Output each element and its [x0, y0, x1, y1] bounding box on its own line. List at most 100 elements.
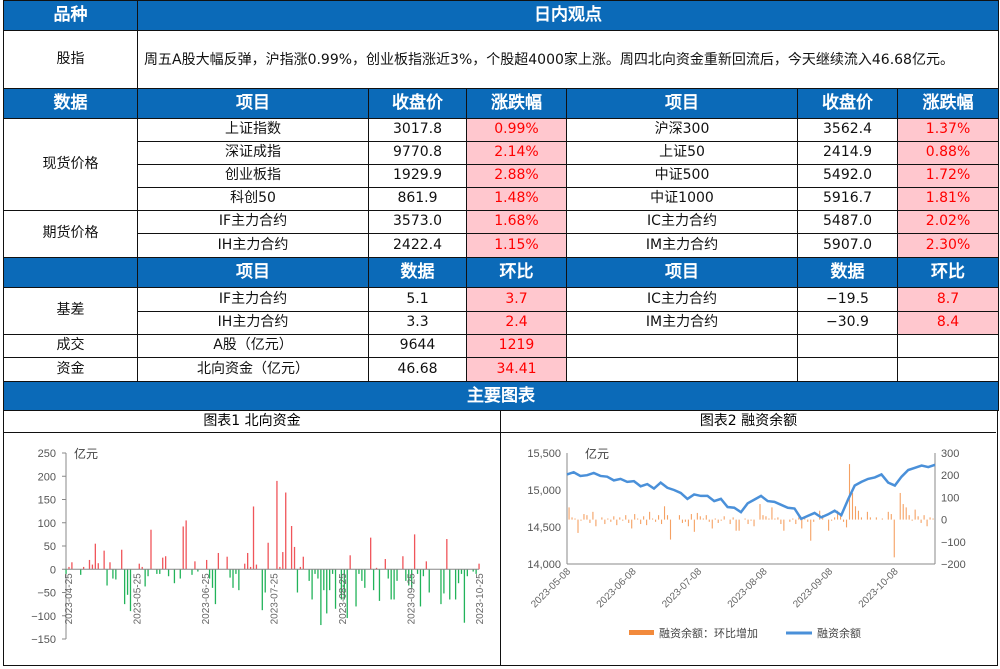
bar [106, 569, 108, 586]
bar [91, 564, 94, 570]
bar [428, 569, 430, 593]
price-close2: 2414.9 [797, 141, 898, 165]
price-close2: 5907.0 [797, 233, 898, 258]
price-row: 深证成指 9770.8 2.14% 上证50 2414.9 0.88% [4, 141, 1000, 165]
bar [244, 563, 246, 570]
margin-change-bar [705, 515, 707, 520]
price-change: 2.88% [466, 164, 567, 188]
bar [375, 567, 378, 570]
charts-header: 主要图表 [2, 381, 1000, 411]
margin-change-bar [845, 519, 848, 528]
x-tick-label: 2023-08-25 [338, 573, 349, 625]
basis-header-5: 环比 [896, 257, 1000, 288]
bar [226, 556, 228, 570]
header-intraday-view: 日内观点 [136, 0, 1000, 31]
basis-change2: 8.7 [896, 287, 1000, 312]
margin-change-bar [798, 517, 800, 520]
price-close: 861.9 [368, 187, 467, 211]
margin-change-bar [783, 519, 785, 531]
price-row: 现货价格 上证指数 3017.8 0.99% 沪深300 3562.4 1.37% [3, 118, 1000, 211]
margin-change-bar [890, 514, 892, 520]
price-close2: 3562.4 [797, 118, 898, 142]
x-tick-label: 2023-09-25 [407, 573, 418, 625]
margin-change-bar [604, 519, 606, 525]
y-tick-label: 100 [38, 518, 56, 530]
x-tick-label: 2023-06-08 [595, 566, 639, 610]
price-header-1: 项目 [137, 88, 369, 119]
x-tick-label: 2023-07-08 [660, 566, 704, 610]
margin-change-bar [917, 516, 919, 520]
bar [249, 566, 252, 570]
margin-change-bar [619, 517, 621, 520]
bar [285, 492, 287, 570]
bar [194, 561, 196, 570]
margin-change-bar [580, 519, 582, 521]
bar [82, 566, 85, 570]
basis-header-0: 项目 [137, 257, 369, 288]
margin-change-bar [848, 464, 851, 520]
price-header-3: 涨跌幅 [466, 88, 567, 119]
price-row: 创业板指 1929.9 2.88% 中证500 5492.0 1.72% [4, 164, 1000, 188]
bar [326, 569, 328, 614]
basis-value: 3.3 [368, 311, 467, 335]
price-row: 科创50 861.9 1.48% 中证1000 5916.7 1.81% [4, 187, 1000, 211]
bar [80, 569, 82, 575]
margin-change-bar [607, 518, 609, 520]
price-item2: 上证50 [566, 141, 798, 165]
volume-value: 9644 [368, 334, 467, 358]
margin-change-bar [684, 519, 686, 522]
bar [378, 569, 381, 601]
margin-change-bar [780, 519, 782, 525]
price-row: IH主力合约 2422.4 1.15% IM主力合约 5907.0 2.30% [4, 233, 1000, 258]
price-close: 2422.4 [368, 233, 467, 258]
bar [329, 569, 331, 591]
margin-change-bar [789, 519, 791, 522]
margin-change-bar [663, 506, 666, 520]
volume-change: 1219 [466, 334, 567, 358]
price-item2: IM主力合约 [566, 233, 798, 258]
bar [331, 569, 334, 574]
margin-change-bar [717, 519, 719, 523]
basis-item2: IM主力合约 [566, 311, 798, 335]
margin-change-bar [792, 518, 794, 520]
margin-change-bar [574, 518, 576, 520]
margin-change-bar [723, 516, 725, 520]
margin-change-bar [660, 519, 663, 525]
margin-change-bar [693, 519, 695, 532]
bar [205, 559, 208, 570]
right-tick-label: 0 [941, 515, 947, 527]
margin-change-bar [911, 519, 913, 521]
bar [121, 549, 123, 570]
price-close2: 5916.7 [797, 187, 898, 211]
margin-change-bar [857, 510, 860, 520]
margin-change-bar [646, 519, 648, 526]
margin-change-bar [801, 519, 803, 529]
margin-change-bar [696, 512, 698, 520]
bar [361, 569, 363, 581]
bar [208, 569, 211, 579]
bar [349, 555, 351, 570]
right-tick-label: −100 [941, 537, 966, 549]
margin-chart: 15,500 15,000 14,500 14,000 300 200 100 0 −100 −2… [527, 446, 966, 640]
margin-change-bar [666, 515, 669, 520]
price-header-0: 数据 [3, 88, 138, 119]
margin-change-bar [687, 519, 689, 527]
margin-change-bar [923, 515, 925, 520]
empty-cell [566, 334, 798, 358]
empty-cell [797, 334, 898, 358]
margin-change-bar [637, 518, 639, 520]
price-item2: 中证500 [566, 164, 798, 188]
margin-change-bar [622, 519, 624, 521]
bar [454, 569, 457, 600]
margin-change-bar [625, 515, 627, 520]
margin-change-bar [690, 514, 692, 520]
bar [159, 569, 161, 574]
margin-change-bar [893, 519, 895, 558]
margin-change-bar [708, 519, 710, 522]
bar [144, 569, 146, 587]
basis-value2: −19.5 [797, 287, 898, 312]
basis-value2: −30.9 [797, 311, 898, 335]
basis-header-4: 数据 [797, 257, 898, 288]
margin-change-bar [735, 519, 737, 531]
basis-header-2: 环比 [466, 257, 567, 288]
